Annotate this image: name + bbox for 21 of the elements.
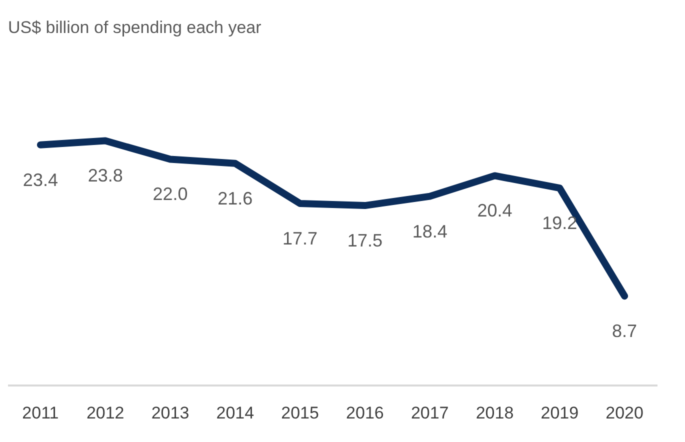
data-label: 20.4	[477, 200, 512, 221]
data-label: 23.4	[22, 170, 58, 190]
data-label: 21.6	[218, 188, 253, 208]
x-tick-label: 2017	[410, 403, 449, 422]
data-label: 22.0	[152, 184, 188, 204]
data-label: 17.5	[347, 230, 382, 251]
x-tick-label: 2018	[476, 403, 514, 422]
data-label: 23.8	[88, 166, 123, 186]
data-label: 8.7	[612, 321, 638, 342]
chart-title: US$ billion of spending each year	[8, 18, 262, 37]
data-label: 17.7	[282, 228, 318, 248]
x-tick-label: 2015	[281, 403, 319, 422]
x-tick-label: 2013	[151, 403, 190, 422]
x-tick-label: 2014	[216, 403, 254, 422]
x-tick-label: 2019	[540, 403, 579, 422]
x-tick-label: 2011	[22, 403, 59, 422]
data-label: 18.4	[412, 221, 448, 242]
data-label: 19.2	[542, 213, 578, 234]
x-tick-label: 2012	[86, 403, 124, 422]
x-tick-label: 2020	[606, 403, 644, 422]
x-tick-label: 2016	[346, 403, 384, 422]
